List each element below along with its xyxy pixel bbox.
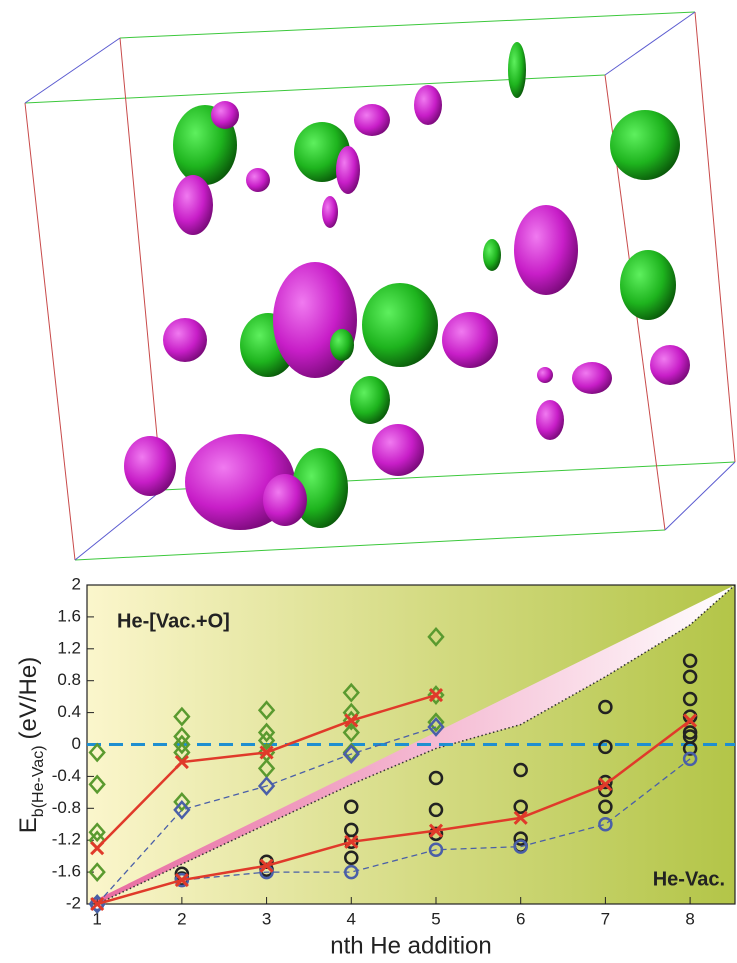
y-tick-label: 1.2: [57, 638, 81, 657]
x-tick-label: 4: [347, 909, 356, 928]
x-tick-label: 8: [685, 909, 694, 928]
x-tick-label: 2: [177, 909, 186, 928]
figure: 21.61.20.80.40-0.4-0.8-1.2-1.6-212345678…: [0, 0, 737, 963]
y-tick-label: -0.4: [52, 766, 81, 785]
x-tick-label: 7: [601, 909, 610, 928]
y-tick-label: -0.8: [52, 798, 81, 817]
annotation: He-[Vac.+O]: [117, 610, 230, 632]
x-axis-label: nth He addition: [330, 932, 491, 959]
y-tick-label: 2: [72, 574, 81, 593]
y-tick-label: 0.4: [57, 702, 81, 721]
y-label-main: E: [15, 817, 42, 833]
x-tick-label: 5: [431, 909, 440, 928]
y-axis-label: Eb(He-Vac) (eV/He): [15, 657, 46, 833]
y-label-unit: (eV/He): [15, 657, 42, 740]
y-tick-label: -1.2: [52, 830, 81, 849]
x-tick-label: 6: [516, 909, 525, 928]
x-tick-label: 3: [262, 909, 271, 928]
annotation: He-Vac.: [653, 868, 725, 890]
y-tick-label: 1.6: [57, 606, 81, 625]
y-tick-label: 0: [72, 734, 81, 753]
y-tick-label: 0.8: [57, 670, 81, 689]
simulation-render: [25, 12, 735, 560]
page: {"chart_data": {"type": "line", "x_label…: [0, 0, 737, 963]
y-tick-label: -2: [66, 893, 81, 912]
y-label-sub: b(He-Vac): [30, 745, 47, 817]
y-tick-label: -1.6: [52, 862, 81, 881]
